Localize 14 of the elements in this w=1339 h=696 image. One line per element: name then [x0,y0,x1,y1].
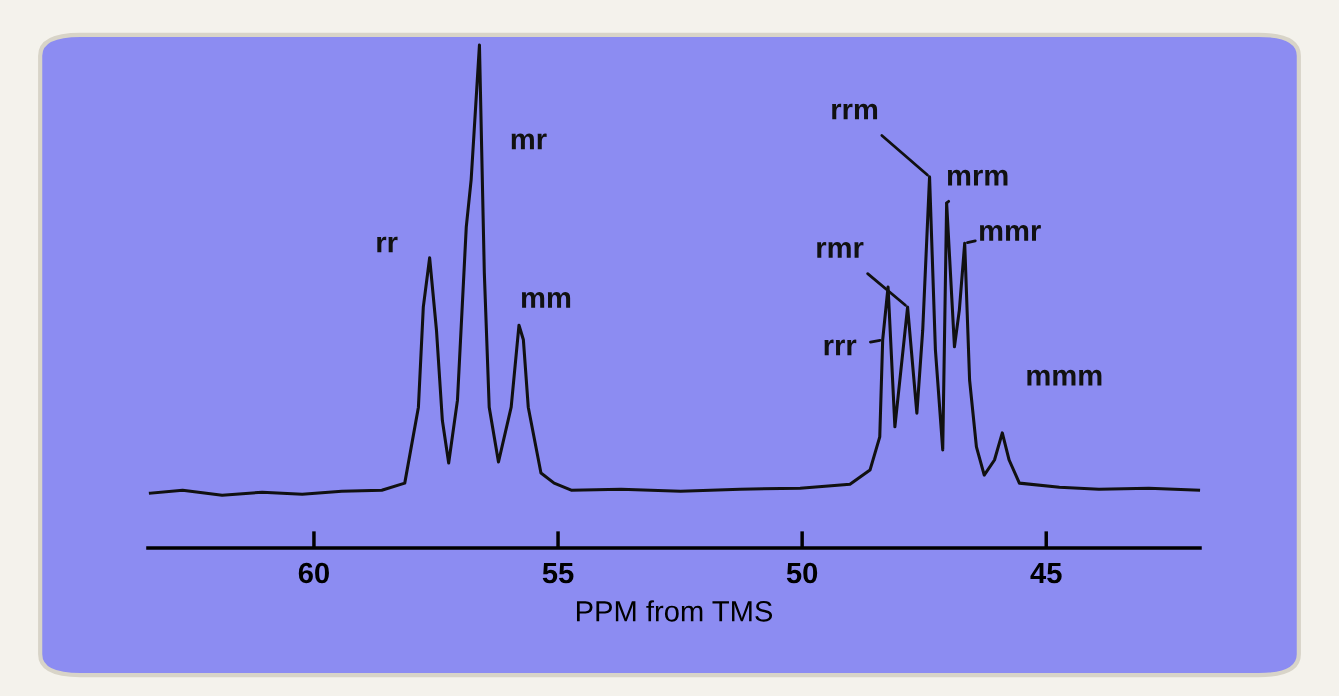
annotation: rr [377,236,398,253]
x-axis-title: PPM from TMS [576,600,773,622]
x-tick-label: 60 [298,562,329,584]
annotation: rrm [832,103,878,120]
x-tick-label: 55 [542,562,574,584]
annotation: mrm [947,169,1008,186]
annotation: mr [511,133,547,150]
annotation: rrr [824,339,857,356]
annotation: mm [521,292,571,308]
x-tick-label: 45 [1030,562,1062,584]
annotation: mmr [980,225,1041,241]
annotation: mmm [1027,369,1102,386]
annotation: rmr [817,241,864,258]
x-tick-label: 50 [786,562,818,584]
